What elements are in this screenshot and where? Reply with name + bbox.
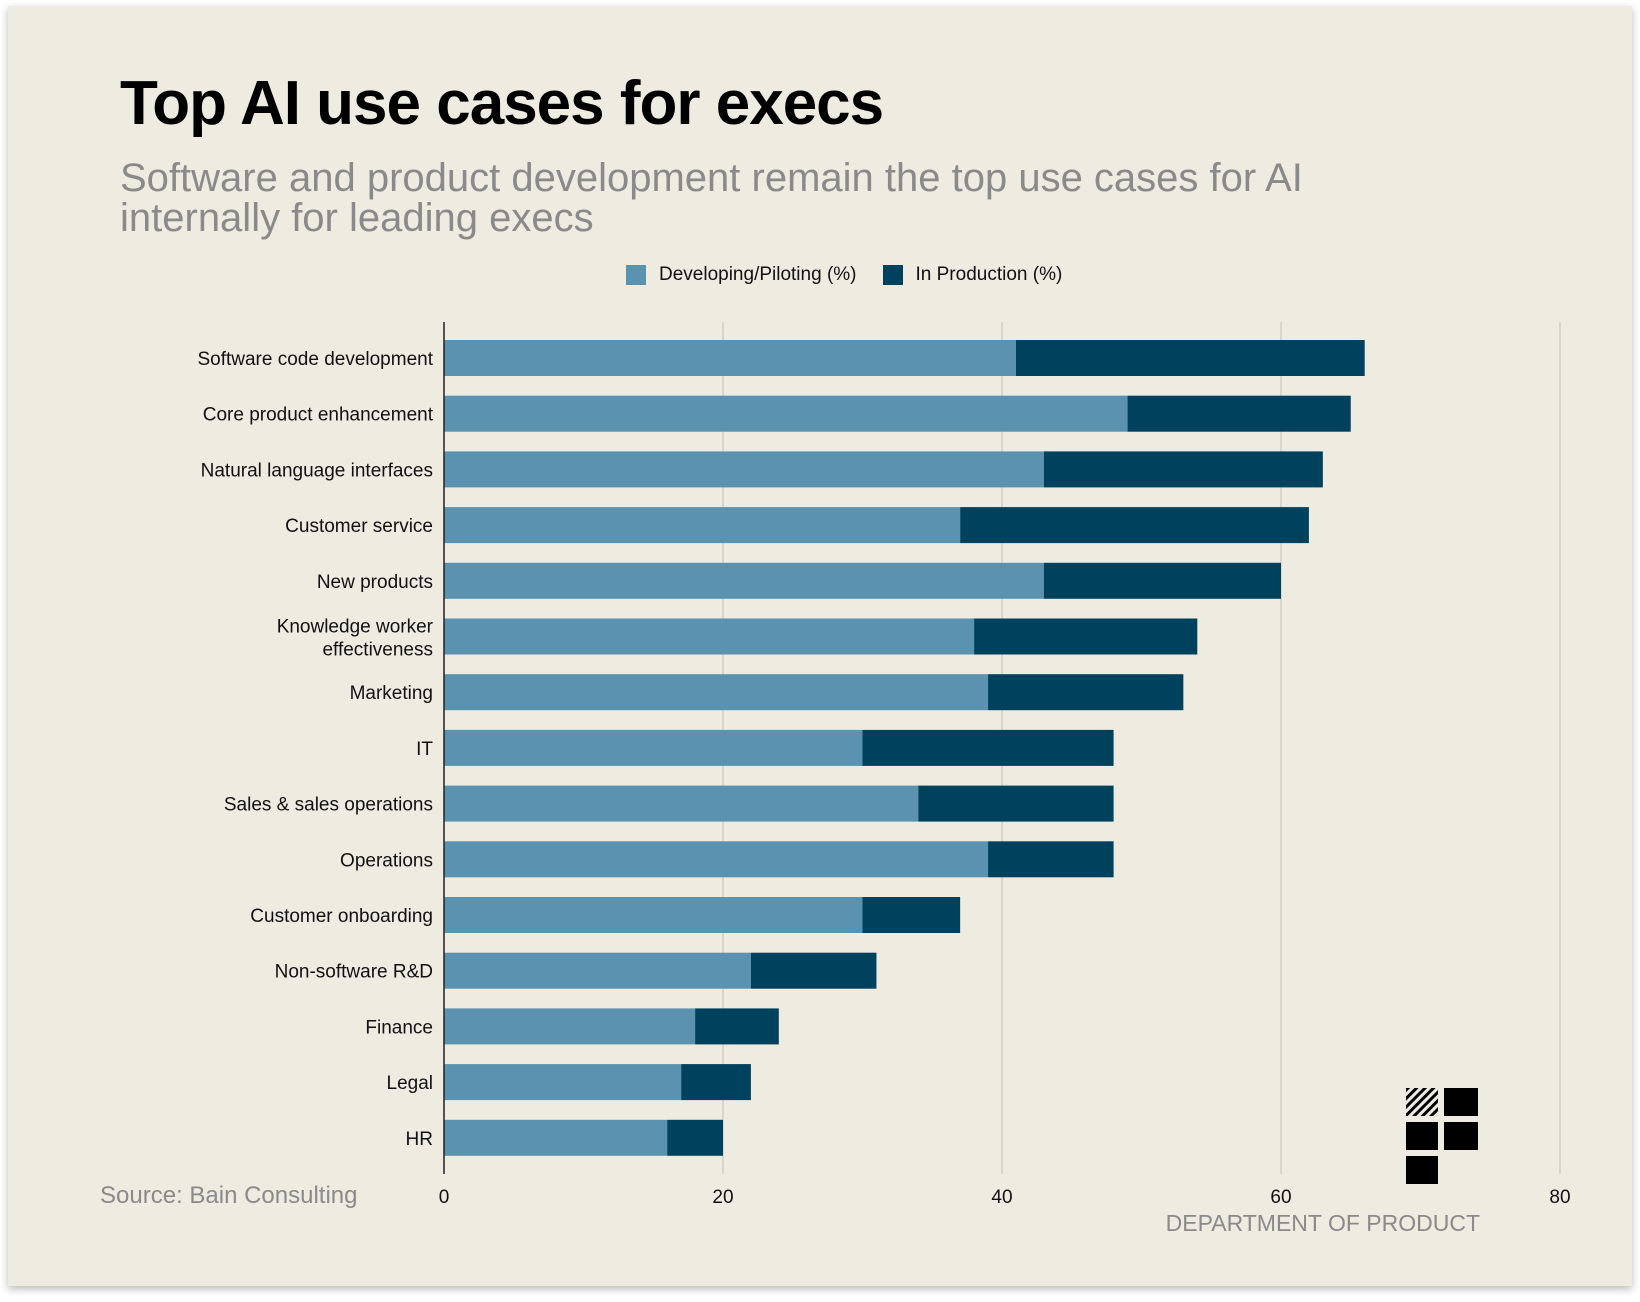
x-tick-label: 20 (712, 1187, 733, 1208)
category-label: HR (406, 1129, 433, 1150)
category-label: Knowledge worker effectiveness (277, 617, 434, 661)
category-label: Natural language interfaces (201, 460, 433, 481)
bar-developing (444, 674, 989, 711)
bar-developing (444, 1119, 668, 1156)
legend-label-developing: Developing/Piloting (%) (659, 264, 857, 285)
bar-production (974, 618, 1198, 655)
category-label: IT (416, 739, 433, 760)
bar-production (681, 1064, 751, 1101)
bar-production (1043, 451, 1323, 488)
brand-name: DEPARTMENT OF PRODUCT (1165, 1210, 1480, 1236)
legend-label-production: In Production (%) (915, 264, 1063, 285)
logo-block (1406, 1122, 1438, 1150)
logo-block (1444, 1088, 1478, 1116)
x-tick-label: 80 (1549, 1187, 1570, 1208)
logo-block (1406, 1156, 1438, 1184)
bar-developing (444, 785, 919, 822)
bar-developing (444, 729, 863, 766)
x-tick-label: 40 (991, 1187, 1012, 1208)
bar-production (695, 1008, 779, 1045)
bar-developing (444, 897, 863, 933)
bar-production (667, 1119, 723, 1156)
category-label: Legal (387, 1073, 434, 1094)
bar-developing (444, 1064, 682, 1101)
chart-title: Top AI use cases for execs (120, 69, 884, 138)
bar-production (988, 674, 1184, 711)
bar-developing (444, 451, 1044, 488)
category-label: Marketing (350, 683, 433, 704)
x-tick-label: 0 (439, 1187, 450, 1208)
bar-developing (444, 952, 751, 989)
category-label: Operations (340, 850, 433, 871)
bar-production (862, 897, 961, 933)
category-label: Customer service (285, 516, 433, 537)
category-label: Finance (365, 1017, 433, 1038)
bar-developing (444, 340, 1016, 376)
category-label-line: Knowledge worker (277, 617, 434, 638)
bar-production (1043, 562, 1281, 599)
bar-production (1015, 340, 1365, 376)
bar-developing (444, 1008, 696, 1045)
legend-item-production: In Production (%) (882, 264, 1063, 286)
category-label: Customer onboarding (250, 906, 433, 927)
bar-production (862, 729, 1114, 766)
bar-developing (444, 618, 975, 655)
bar-production (918, 785, 1114, 822)
x-tick-label: 60 (1270, 1187, 1291, 1208)
bar-production (960, 507, 1309, 544)
legend-swatch-developing (626, 265, 646, 285)
legend: Developing/Piloting (%) In Production (%… (626, 264, 1088, 286)
bar-developing (444, 562, 1044, 599)
category-label: Non-software R&D (275, 962, 433, 983)
legend-item-developing: Developing/Piloting (%) (626, 264, 857, 286)
bar-production (750, 952, 877, 989)
category-label: Core product enhancement (203, 405, 434, 426)
bar-production (988, 841, 1114, 878)
chart-subtitle: Software and product development remain … (120, 156, 1303, 240)
department-of-product-logo-icon (1406, 1088, 1478, 1184)
bar-developing (444, 395, 1128, 432)
category-label-line: effectiveness (322, 640, 433, 661)
logo-block (1444, 1122, 1478, 1150)
legend-swatch-production (882, 265, 903, 285)
source-note: Source: Bain Consulting (100, 1182, 358, 1209)
bar-production (1127, 395, 1351, 432)
logo-hatched-block (1406, 1088, 1438, 1116)
bar-developing (444, 841, 989, 878)
category-label: Sales & sales operations (224, 795, 433, 816)
category-label: New products (317, 572, 433, 593)
bar-developing (444, 507, 961, 544)
category-label: Software code development (197, 349, 433, 370)
